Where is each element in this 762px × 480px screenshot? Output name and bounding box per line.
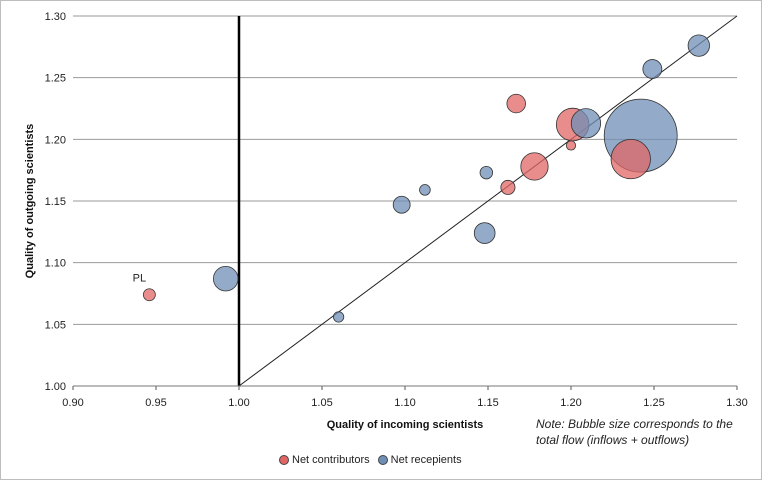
bubble-net-contributor [142,288,156,302]
legend-label-net-recepients: Net recepients [390,454,462,466]
x-tick-label: 1.30 [726,397,747,409]
y-axis-title: Quality of outgoing scientists [24,124,36,279]
x-axis-title: Quality of incoming scientists [327,419,483,431]
y-tick-label: 1.05 [45,319,66,331]
x-tick-label: 0.95 [145,397,166,409]
bubble-net-recepient [473,222,496,244]
y-tick-label: 1.00 [45,381,66,393]
y-tick-label: 1.30 [45,11,66,23]
x-tick-label: 1.10 [394,397,415,409]
x-tick-label: 1.15 [477,397,498,409]
bubble-net-contributor [610,138,651,180]
legend-label-net-contributors: Net contributors [292,454,370,466]
x-tick-label: 0.90 [62,397,83,409]
axes [72,385,738,390]
point-labels: PL [133,273,146,285]
x-tick-label: 1.05 [311,397,332,409]
x-tick-label: 1.20 [560,397,581,409]
legend-item-net-recepients: Net recepients [377,454,462,466]
point-label: PL [133,273,146,285]
bubble-net-recepient [642,59,663,79]
x-tick-label: 1.00 [228,397,249,409]
legend-item-net-contributors: Net contributors [279,454,370,466]
legend-swatch-net-contributors [279,455,289,465]
bubble-net-recepient [479,165,494,180]
bubble-net-recepient [333,311,345,323]
y-tick-label: 1.20 [45,134,66,146]
y-tick-label: 1.10 [45,258,66,270]
y-tick-label: 1.25 [45,73,66,85]
y-tick-label: 1.15 [45,196,66,208]
bubbles [142,34,710,323]
legend: Net contributors Net recepients [279,454,470,466]
bubble-net-recepient [570,108,602,139]
bubble-net-recepient [392,195,411,214]
tick-labels: 1.00 1.05 1.10 1.15 1.20 1.25 1.30 0.90 0.95 1.00… [45,11,748,409]
bubble-net-contributor [520,152,549,181]
legend-swatch-net-recepients [377,455,388,465]
bubble-net-contributor [500,179,516,195]
x-tick-label: 1.25 [643,397,664,409]
chart-note: Note: Bubble size corresponds to the tot… [536,417,733,447]
bubble-net-contributor [506,93,526,114]
bubble-net-recepient [419,184,431,196]
bubble-net-recepient [687,34,710,57]
bubble-net-recepient [213,266,239,292]
bubble-net-contributor [565,140,577,151]
